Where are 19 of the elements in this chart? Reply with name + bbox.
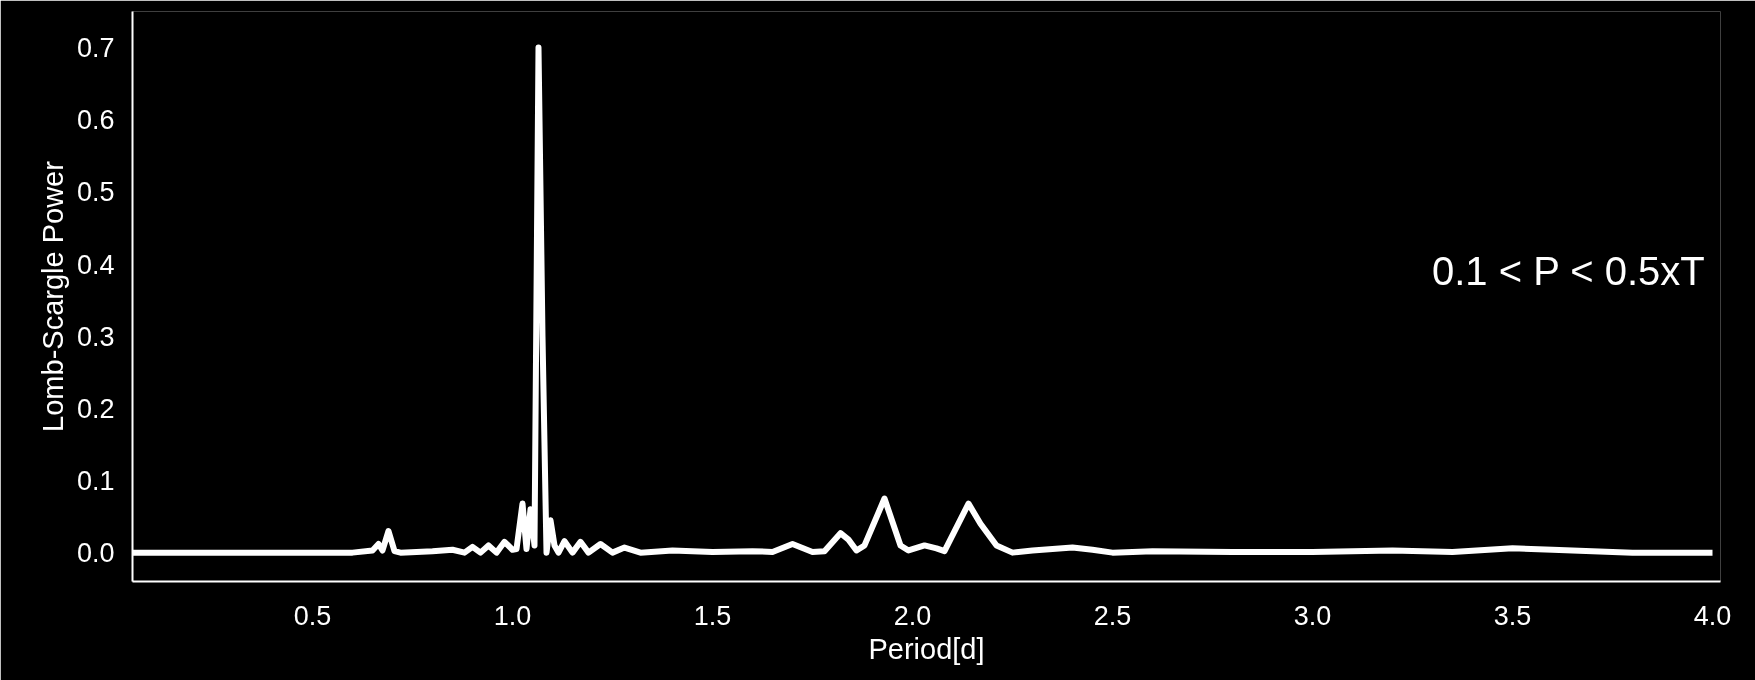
x-tick-label: 2.0	[893, 600, 932, 631]
x-tick-label: 3.0	[1293, 600, 1332, 631]
y-tick-label: 0.6	[76, 105, 115, 136]
y-tick-label: 0.4	[76, 249, 115, 280]
x-axis-title: Period[d]	[868, 632, 985, 665]
x-tick-label: 0.5	[293, 600, 332, 631]
y-tick-label: 0.1	[76, 465, 115, 496]
x-tick-label: 4.0	[1693, 600, 1732, 631]
y-tick-label: 0.0	[76, 538, 115, 569]
annotation: 0.1 < P < 0.5xT	[1432, 248, 1705, 293]
y-tick-label: 0.3	[76, 321, 115, 352]
y-tick-label: 0.2	[76, 393, 115, 424]
x-tick-label: 1.5	[693, 600, 732, 631]
y-tick-label: 0.5	[76, 177, 115, 208]
y-tick-label: 0.7	[76, 33, 115, 64]
x-tick-label: 1.0	[493, 600, 532, 631]
y-axis-title: Lomb-Scargle Power	[36, 160, 69, 432]
x-tick-label: 3.5	[1493, 600, 1532, 631]
x-tick-label: 2.5	[1093, 600, 1132, 631]
